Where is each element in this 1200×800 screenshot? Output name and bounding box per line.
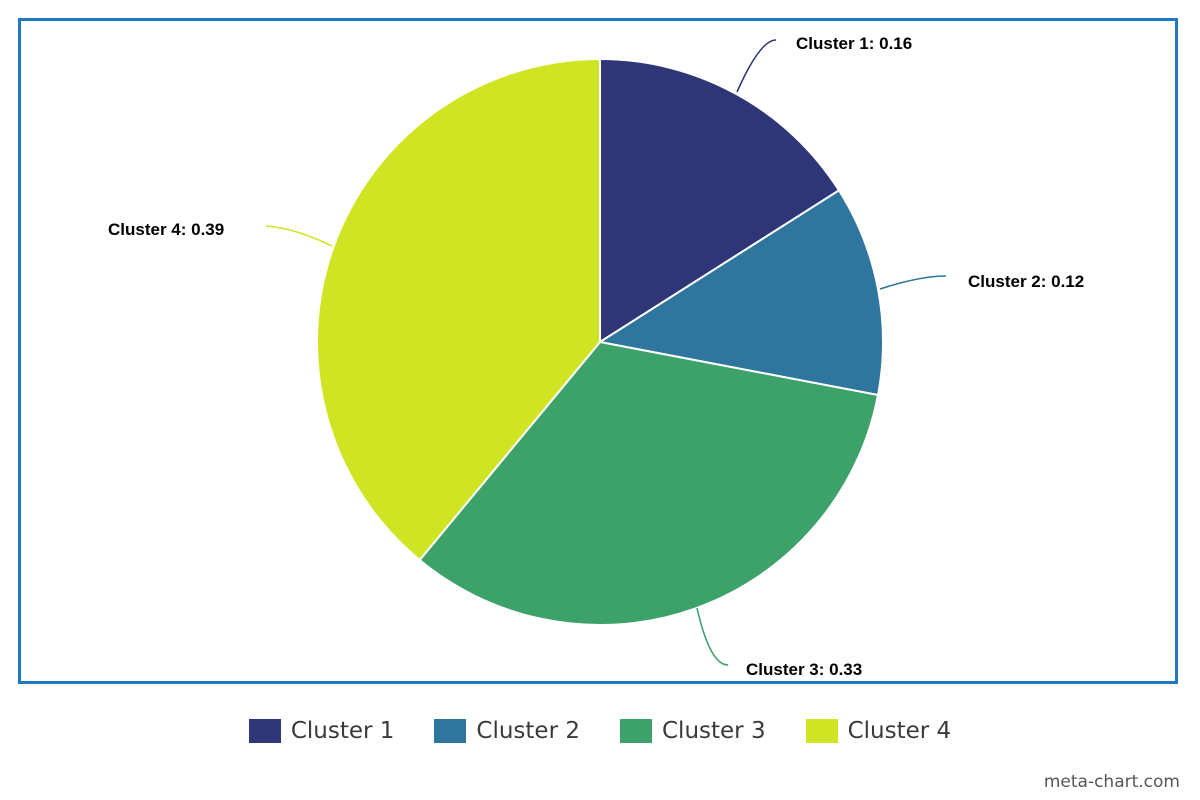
legend-label: Cluster 1: [290, 718, 395, 744]
legend-swatch: [248, 719, 281, 743]
slice-label-3: Cluster 3: 0.33: [746, 660, 862, 679]
legend-item-cluster-2[interactable]: Cluster 2: [434, 718, 580, 744]
legend-label: Cluster 2: [476, 718, 580, 744]
legend-label: Cluster 4: [847, 718, 952, 744]
watermark-text: meta-chart.com: [1043, 772, 1180, 792]
slice-label-4: Cluster 4: 0.39: [108, 220, 224, 239]
label-connector-3: [696, 607, 729, 666]
slice-label-1: Cluster 1: 0.16: [796, 34, 912, 53]
pie-slice-1[interactable]: [599, 57, 841, 344]
legend-label: Cluster 3: [662, 718, 766, 744]
pie-slice-2[interactable]: [597, 188, 884, 397]
legend-item-cluster-3[interactable]: Cluster 3: [620, 718, 766, 744]
pie-slice-4[interactable]: [316, 57, 601, 562]
label-connector-4: [265, 225, 333, 247]
legend-item-cluster-1[interactable]: Cluster 1: [248, 718, 395, 744]
legend-item-cluster-4[interactable]: Cluster 4: [805, 718, 952, 744]
label-connector-2: [879, 275, 947, 290]
slice-label-2: Cluster 2: 0.12: [968, 272, 1084, 291]
legend-swatch: [620, 719, 652, 743]
legend-swatch: [805, 719, 838, 743]
pie-slice-3[interactable]: [418, 340, 880, 626]
legend: Cluster 1 Cluster 2 Cluster 3 Cluster 4: [0, 718, 1200, 744]
label-connector-1: [736, 39, 777, 93]
legend-swatch: [434, 719, 467, 743]
